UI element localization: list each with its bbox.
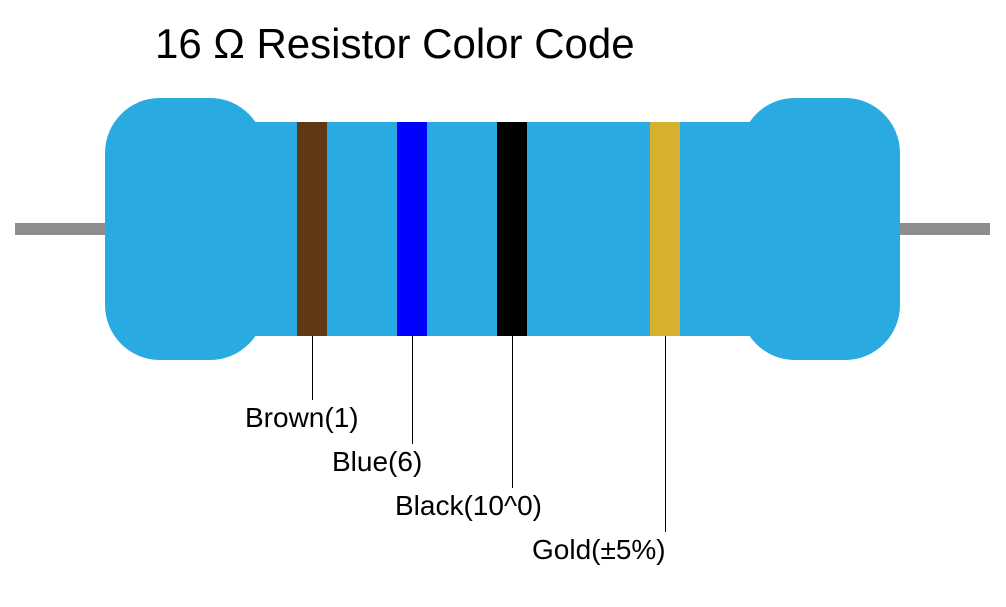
callout-line-gold	[665, 336, 666, 532]
color-band-black	[497, 122, 527, 336]
lead-right	[890, 223, 990, 235]
color-band-brown	[297, 122, 327, 336]
lead-left	[15, 223, 115, 235]
callout-label-gold: Gold(±5%)	[532, 534, 666, 566]
callout-label-blue: Blue(6)	[332, 446, 422, 478]
color-band-blue	[397, 122, 427, 336]
color-band-gold	[650, 122, 680, 336]
callout-label-brown: Brown(1)	[245, 402, 359, 434]
callout-line-brown	[312, 336, 313, 400]
callout-label-black: Black(10^0)	[395, 490, 542, 522]
callout-line-blue	[412, 336, 413, 444]
callout-line-black	[512, 336, 513, 488]
diagram-title: 16 Ω Resistor Color Code	[155, 20, 635, 68]
